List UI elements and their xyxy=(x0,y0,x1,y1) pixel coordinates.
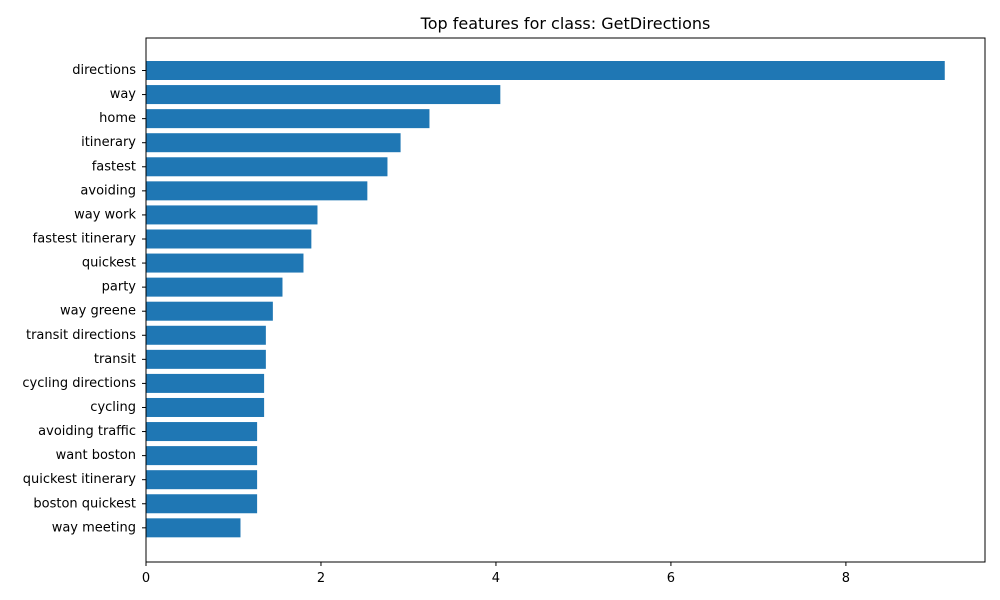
y-tick-label: home xyxy=(99,111,136,126)
y-tick-label: way xyxy=(110,87,137,102)
y-tick-label: fastest itinerary xyxy=(33,231,137,246)
y-tick-label: fastest xyxy=(92,159,136,174)
y-tick-label: way greene xyxy=(60,304,136,319)
bar-party xyxy=(146,277,283,297)
x-tick-label: 6 xyxy=(667,571,675,586)
bar-way-work xyxy=(146,205,318,225)
bar-quickest xyxy=(146,253,304,273)
y-tick-label: transit directions xyxy=(26,328,136,343)
y-tick-label: cycling directions xyxy=(22,376,136,391)
y-tick-label: avoiding xyxy=(80,183,136,198)
bar-cycling xyxy=(146,397,265,417)
bar-cycling-directions xyxy=(146,373,265,393)
chart-title: Top features for class: GetDirections xyxy=(420,14,711,33)
y-tick-label: way work xyxy=(74,207,136,222)
bar-itinerary xyxy=(146,133,401,153)
bar-way xyxy=(146,85,501,105)
y-tick-label: way meeting xyxy=(52,520,136,535)
y-tick-label: directions xyxy=(72,63,136,78)
x-tick-label: 0 xyxy=(142,571,150,586)
x-axis-ticks: 0 2 4 6 8 xyxy=(142,562,850,586)
x-tick-label: 8 xyxy=(842,571,850,586)
y-tick-label: party xyxy=(102,280,137,295)
y-tick-label: boston quickest xyxy=(33,496,136,511)
x-tick-label: 4 xyxy=(492,571,500,586)
bar-transit xyxy=(146,349,266,369)
y-tick-label: want boston xyxy=(56,448,136,463)
y-tick-label: cycling xyxy=(90,400,136,415)
bar-avoiding xyxy=(146,181,368,201)
bar-directions xyxy=(146,61,945,80)
bar-boston-quickest xyxy=(146,494,258,514)
y-tick-label: transit xyxy=(94,352,136,367)
bar-want-boston xyxy=(146,446,258,466)
bar-fastest xyxy=(146,157,388,177)
bar-way-greene xyxy=(146,301,273,321)
y-tick-label: quickest xyxy=(82,256,136,271)
bar-way-meeting xyxy=(146,518,241,538)
bar-transit-directions xyxy=(146,325,266,345)
bar-home xyxy=(146,109,430,129)
y-tick-labels: directions way home itinerary fastest avoidin… xyxy=(22,63,146,535)
bars-group xyxy=(146,61,945,538)
plot-frame xyxy=(145,37,986,563)
bar-fastest-itinerary xyxy=(146,229,312,249)
y-tick-label: avoiding traffic xyxy=(38,424,136,439)
bar-avoiding-traffic xyxy=(146,422,258,442)
y-tick-label: quickest itinerary xyxy=(23,472,137,487)
bar-quickest-itinerary xyxy=(146,470,258,490)
x-tick-label: 2 xyxy=(317,571,325,586)
y-tick-label: itinerary xyxy=(81,135,136,150)
